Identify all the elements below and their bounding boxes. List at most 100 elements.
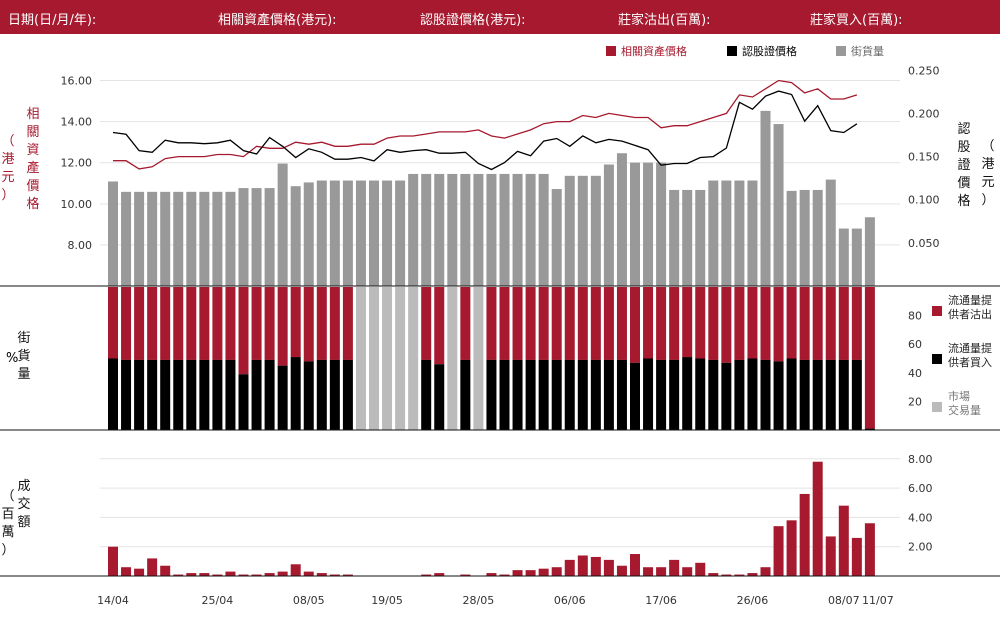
left-ylabel-unit-3: ） bbox=[1, 188, 14, 203]
amount-bar bbox=[186, 573, 197, 576]
x-tick-label: 08/07 bbox=[828, 594, 860, 607]
mm-buy-bar bbox=[225, 359, 236, 430]
mm-sell-bar bbox=[486, 287, 497, 360]
mm-buy-bar bbox=[173, 359, 184, 430]
mm-sell-bar bbox=[212, 287, 223, 360]
legend-underlying: 相關資產價格 bbox=[621, 44, 687, 58]
turnover-bar bbox=[538, 173, 549, 286]
amount-bar bbox=[499, 574, 510, 576]
turnover-bar bbox=[551, 189, 562, 286]
turnover-bar bbox=[851, 228, 862, 286]
amount-bar bbox=[695, 562, 706, 576]
market-trade-bar bbox=[473, 287, 484, 430]
mm-sell-bar bbox=[760, 287, 771, 360]
amount-bar bbox=[108, 546, 118, 576]
turnover-bar bbox=[186, 191, 197, 286]
mm-buy-bar bbox=[799, 359, 810, 430]
amount-bar bbox=[682, 567, 693, 576]
amount-bar bbox=[538, 568, 549, 576]
amount-bar bbox=[512, 570, 523, 576]
turnover-bar bbox=[121, 191, 132, 286]
mm-sell-bar bbox=[316, 287, 327, 360]
amount-bar bbox=[734, 574, 745, 576]
amount-bar bbox=[669, 559, 680, 576]
mm-sell-bar bbox=[499, 287, 510, 360]
turnover-bar bbox=[825, 179, 836, 286]
amount-bar bbox=[147, 558, 158, 576]
mm-buy-bar bbox=[603, 359, 614, 430]
mm-buy-bar bbox=[342, 359, 353, 430]
legend-warrant-swatch bbox=[727, 46, 737, 56]
amount-bar bbox=[799, 493, 810, 576]
amount-ylabel-unit-0: （ bbox=[1, 489, 14, 504]
x-tick-label: 17/06 bbox=[645, 594, 677, 607]
right-tick-label: 0.150 bbox=[908, 151, 940, 164]
turnover-bar bbox=[316, 180, 327, 286]
amount-ylabel-char-1: 交 bbox=[17, 496, 30, 512]
amount-tick-label: 4.00 bbox=[908, 511, 933, 524]
turnover-bar bbox=[708, 180, 719, 286]
mm-buy-bar bbox=[303, 361, 314, 430]
turnover-bar bbox=[264, 188, 275, 286]
turnover-bar bbox=[734, 180, 745, 286]
x-tick-label: 28/05 bbox=[463, 594, 495, 607]
market-trade-bar bbox=[408, 287, 419, 430]
left-ylabel-char-1: 關 bbox=[26, 125, 39, 140]
mm-buy-bar bbox=[825, 359, 836, 430]
amount-bar bbox=[121, 567, 132, 576]
turnover-bar bbox=[460, 173, 471, 286]
mm-sell-bar bbox=[616, 287, 627, 360]
turnover-bar bbox=[277, 163, 288, 286]
mm-sell-bar bbox=[669, 287, 680, 360]
turnover-bar bbox=[212, 191, 223, 286]
mm-sell-bar bbox=[264, 287, 275, 360]
left-ylabel-unit-2: 元 bbox=[1, 170, 14, 185]
mm-buy-bar bbox=[721, 362, 732, 430]
turnover-bar bbox=[812, 189, 823, 286]
turnover-bar bbox=[303, 182, 314, 286]
mm-buy-bar bbox=[564, 359, 575, 430]
mm-buy-bar bbox=[290, 357, 301, 430]
date-label: 日期(日/月/年): bbox=[8, 13, 97, 28]
mm-buy-bar bbox=[460, 359, 471, 430]
turnover-bar bbox=[616, 153, 627, 286]
mm-buy-bar bbox=[590, 359, 601, 430]
mm-sell-bar bbox=[303, 287, 314, 362]
amount-bar bbox=[590, 556, 601, 576]
turnover-bar bbox=[251, 188, 262, 286]
turnover-bar bbox=[447, 173, 458, 286]
amount-bar bbox=[864, 523, 875, 576]
left-ylabel-char-3: 產 bbox=[26, 160, 39, 176]
mm-sell-bar bbox=[695, 287, 706, 359]
turnover-bar bbox=[238, 188, 249, 286]
turnover-bar bbox=[643, 162, 654, 286]
pct-ylabel-unit: % bbox=[6, 351, 18, 366]
mm-sell-bar bbox=[251, 287, 262, 360]
mm-buy-bar bbox=[186, 359, 197, 430]
turnover-bar bbox=[656, 162, 667, 286]
amount-bar bbox=[251, 574, 262, 576]
mm-buy-bar bbox=[499, 359, 510, 430]
right-ylabel-unit-0: （ bbox=[981, 139, 994, 154]
mm-buy-bar bbox=[838, 359, 849, 430]
right-tick-label: 0.100 bbox=[908, 194, 940, 207]
mm-sell-bar bbox=[525, 287, 536, 360]
mm-buy-bar bbox=[147, 359, 158, 430]
mm-sell-bar bbox=[643, 287, 654, 359]
mm-sell-bar bbox=[434, 287, 445, 365]
mm-sell-bar bbox=[590, 287, 601, 360]
turnover-bar bbox=[369, 180, 379, 286]
left-tick-label: 10.00 bbox=[61, 198, 93, 211]
mm-buy-bar bbox=[434, 364, 445, 430]
pct-legend-label: 供者沽出 bbox=[948, 307, 992, 321]
x-tick-label: 25/04 bbox=[202, 594, 234, 607]
legend-underlying-swatch bbox=[606, 46, 616, 56]
mm-buy-bar bbox=[708, 359, 719, 430]
amount-bar bbox=[303, 571, 314, 576]
mm-buy-bar bbox=[421, 359, 432, 430]
amount-bar bbox=[486, 573, 497, 576]
right-tick-label: 0.050 bbox=[908, 237, 940, 250]
amount-ylabel-unit-2: 萬 bbox=[1, 525, 14, 540]
mm-buy-bar bbox=[643, 358, 654, 430]
